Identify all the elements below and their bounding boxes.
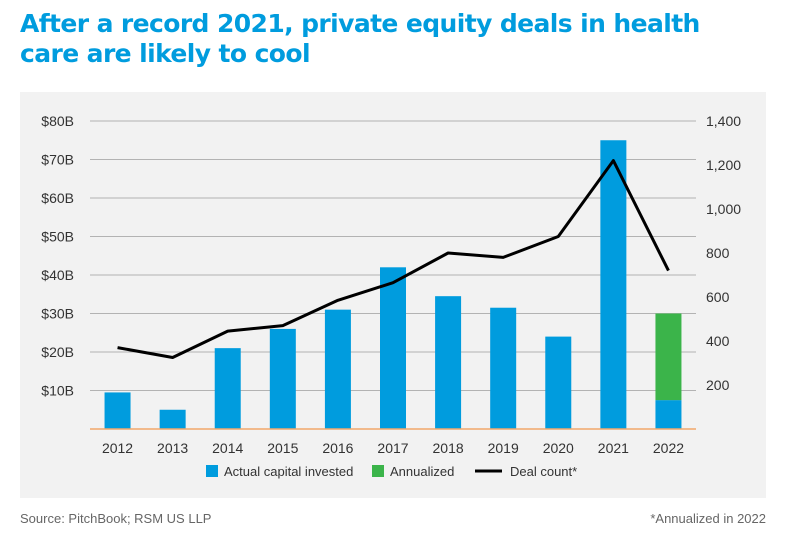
y-left-tick-label: $40B xyxy=(41,267,74,283)
bar-actual-2016 xyxy=(324,309,351,429)
legend-label-annualized: Annualized xyxy=(390,464,454,479)
x-tick-label: 2019 xyxy=(488,440,519,456)
y-left-tick-label: $70B xyxy=(41,152,74,168)
x-tick-label: 2020 xyxy=(543,440,574,456)
source-note: Source: PitchBook; RSM US LLP xyxy=(20,511,212,526)
x-tick-label: 2012 xyxy=(102,440,133,456)
legend-swatch-annualized xyxy=(372,465,384,477)
x-tick-label: 2021 xyxy=(598,440,629,456)
legend-swatch-actual xyxy=(206,465,218,477)
legend-label-actual: Actual capital invested xyxy=(224,464,353,479)
x-tick-label: 2014 xyxy=(212,440,243,456)
x-tick-label: 2022 xyxy=(653,440,684,456)
y-right-tick-label: 200 xyxy=(706,377,730,393)
x-tick-label: 2018 xyxy=(433,440,464,456)
bar-actual-2015 xyxy=(269,328,296,429)
legend-label-deal-count: Deal count* xyxy=(510,464,577,479)
chart-title: After a record 2021, private equity deal… xyxy=(20,9,700,68)
bar-actual-2019 xyxy=(490,307,517,429)
y-right-tick-label: 1,400 xyxy=(706,113,741,129)
y-left-tick-label: $50B xyxy=(41,229,74,245)
y-right-tick-label: 800 xyxy=(706,245,730,261)
bar-actual-2021 xyxy=(600,140,627,429)
y-left-tick-label: $60B xyxy=(41,190,74,206)
x-tick-label: 2016 xyxy=(322,440,353,456)
x-tick-label: 2013 xyxy=(157,440,188,456)
y-left-tick-label: $80B xyxy=(41,113,74,129)
bar-actual-2017 xyxy=(380,267,406,429)
deal-count-line xyxy=(117,159,670,359)
annualized-footnote: *Annualized in 2022 xyxy=(650,511,766,526)
y-left-tick-label: $30B xyxy=(41,306,74,322)
y-left-tick-label: $20B xyxy=(41,344,74,360)
bar-actual-2018 xyxy=(435,296,462,429)
bar-actual-2013 xyxy=(159,409,186,429)
x-tick-label: 2017 xyxy=(377,440,408,456)
x-tick-label: 2015 xyxy=(267,440,298,456)
bar-actual-2022 xyxy=(655,400,682,429)
y-left-tick-label: $10B xyxy=(41,383,74,399)
bar-actual-2012 xyxy=(104,392,131,429)
bar-annualized-2022 xyxy=(655,313,682,401)
y-right-tick-label: 400 xyxy=(706,333,730,349)
y-right-tick-label: 600 xyxy=(706,289,730,305)
bar-actual-2014 xyxy=(214,348,241,429)
bar-actual-2020 xyxy=(545,336,572,429)
y-right-tick-label: 1,000 xyxy=(706,201,741,217)
y-right-tick-label: 1,200 xyxy=(706,157,741,173)
